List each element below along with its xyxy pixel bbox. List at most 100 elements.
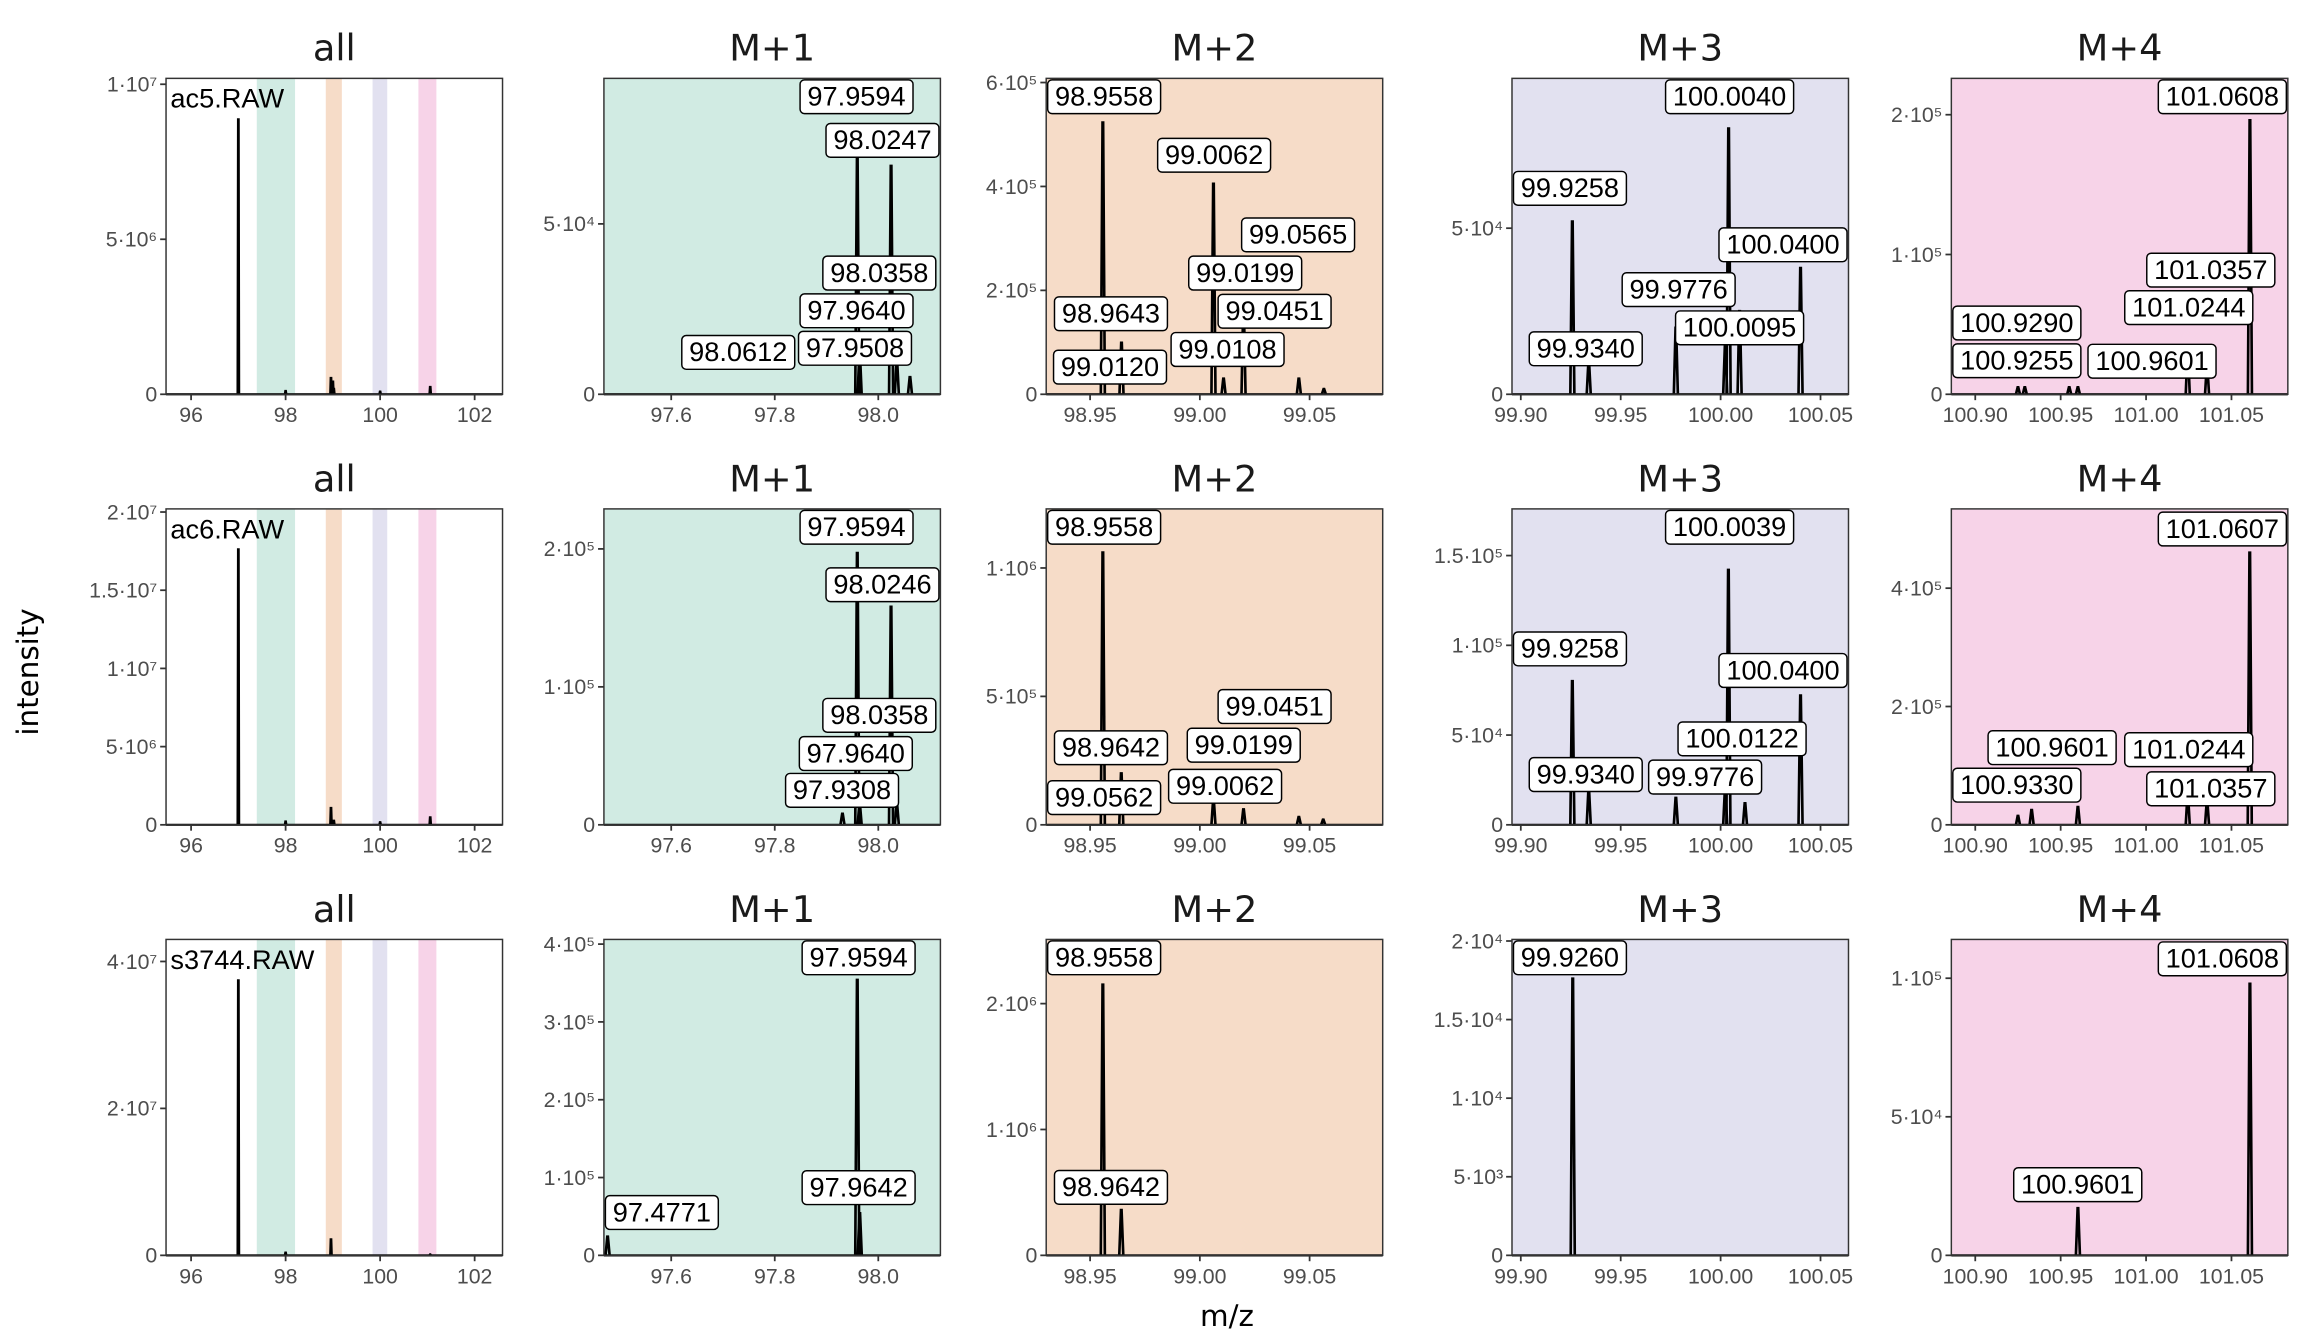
peak-label-text: 97.9642: [809, 1171, 907, 1202]
peak: [1240, 808, 1247, 825]
peak-label-text: 99.0199: [1195, 729, 1293, 760]
y-tick-label: 2·10⁷: [107, 1097, 157, 1121]
peak-label-text: 97.9508: [806, 332, 904, 363]
panel-title: M+3: [1637, 457, 1723, 500]
peak-label-text: 98.0358: [830, 257, 928, 288]
peak-label: 99.0199: [1186, 727, 1301, 763]
peak: [378, 821, 382, 826]
peak: [1568, 220, 1576, 395]
peak-label: 98.0246: [825, 567, 940, 603]
peak: [331, 387, 336, 395]
panel-border: [165, 77, 504, 396]
peak-label: 98.9642: [1053, 730, 1169, 766]
x-axis-title: m/z: [1200, 1299, 1254, 1333]
peak: [1099, 121, 1107, 395]
isotope-band-mplus2: [325, 508, 342, 825]
peak-label: 100.9601: [1987, 730, 2117, 766]
peak-label-box: [2157, 79, 2288, 115]
peak-label: 99.9258: [1512, 170, 1628, 206]
panel-title: M+3: [1637, 888, 1723, 931]
isotope-band-mplus3: [372, 939, 388, 1256]
peak-label-text: 101.0357: [2154, 254, 2267, 285]
peak-label: 99.9340: [1528, 756, 1643, 793]
panel-border: [1950, 938, 2289, 1257]
isotope-band-mplus4: [418, 508, 437, 825]
panel-plot-area: 101.0608 101.0244 100.9255 100.9290 100.9601…: [1951, 79, 2288, 396]
peak-label: 98.9558: [1046, 509, 1162, 545]
peak-label-box: [1952, 343, 2082, 379]
x-tick-label: 101.05: [2199, 834, 2264, 858]
peak: [2028, 808, 2035, 825]
peak-label-text: 99.9776: [1630, 273, 1728, 304]
panel-plot-area: 99.9260: [1512, 940, 1849, 1257]
y-tick-label: 1·10⁵: [1891, 243, 1942, 267]
x-tick-label: 99.05: [1283, 834, 1336, 858]
peak-label-box: [2157, 941, 2288, 977]
peak-label: 98.9643: [1053, 296, 1169, 332]
panel-mplus4-row2: M+4101.0607101.0244100.9330100.9601101.0…: [1891, 457, 2289, 858]
y-tick-label: 1·10⁵: [1452, 634, 1503, 658]
panel-mplus2-row1: M+2 98.9558 99.0062 98.9643 99.0108 99.0451 99…: [986, 27, 1384, 427]
peak-label-text: 100.0039: [1673, 511, 1786, 542]
peak-label-box: [1046, 780, 1162, 816]
peak-label-box: [2146, 252, 2276, 288]
peak-label-box: [822, 255, 937, 291]
x-tick-label: 101.00: [2113, 834, 2178, 858]
x-tick-label: 97.8: [754, 834, 795, 858]
x-tick-label: 101.00: [2113, 403, 2178, 427]
peak-label-text: 100.0040: [1673, 81, 1786, 112]
y-tick-label: 5·10⁶: [106, 735, 157, 759]
panel-title: all: [313, 27, 356, 70]
peak-label: 100.0400: [1718, 227, 1848, 263]
peak: [906, 375, 914, 395]
sample-name: ac6.RAW: [170, 513, 284, 544]
peak-label: 98.0612: [681, 334, 796, 371]
panel-background: [603, 508, 941, 825]
peak-label: 101.0608: [2157, 79, 2288, 115]
peak-label: 100.0122: [1677, 721, 1807, 757]
peak: [2246, 982, 2254, 1256]
peak: [2065, 385, 2073, 395]
peak-label-box: [2012, 1167, 2143, 1203]
y-tick-label: 2·10⁵: [1891, 695, 1942, 719]
y-tick-label: 0: [583, 813, 595, 837]
peak-label: 98.0247: [825, 122, 940, 159]
panel-border: [603, 508, 942, 826]
isotope-band-mplus1: [256, 78, 296, 395]
panel-title: M+1: [729, 457, 815, 500]
peak: [1099, 983, 1107, 1256]
y-tick-label: 6·10⁵: [986, 71, 1037, 95]
peak-label: 97.9594: [799, 509, 914, 545]
peak-label-text: 99.0120: [1061, 351, 1159, 382]
peak: [236, 118, 241, 395]
x-tick-label: 102: [457, 1264, 493, 1288]
panel-plot-area: 97.9594 98.0246 97.9308 97.9640 98.0358: [603, 509, 941, 826]
panel-border: [1045, 77, 1384, 396]
peak: [604, 1235, 611, 1256]
peak-label-text: 98.9642: [1062, 1171, 1160, 1202]
panel-plot-area: 101.0608 100.9601: [1951, 941, 2288, 1257]
peak-label-text: 97.9308: [793, 774, 891, 805]
x-tick-label: 99.00: [1173, 403, 1226, 427]
y-tick-label: 0: [1931, 1244, 1943, 1268]
panel-plot-area: 100.0039 99.9258 100.0400 99.9340 99.9776 100…: [1512, 509, 1849, 826]
y-tick-label: 1·10⁶: [986, 1118, 1037, 1142]
peak-label-text: 100.9601: [1995, 731, 2108, 762]
x-tick-label: 99.05: [1283, 1264, 1336, 1288]
y-tick-label: 4·10⁵: [544, 932, 595, 956]
peak-label-text: 101.0244: [2132, 733, 2245, 764]
peak-label-box: [801, 940, 916, 976]
peak-label: 97.9642: [801, 1170, 916, 1206]
peak-label-text: 99.9258: [1521, 633, 1619, 664]
peak: [853, 978, 861, 1256]
peak-label-box: [1718, 652, 1848, 689]
peak-label-box: [801, 1170, 916, 1206]
peak-label-text: 98.9558: [1055, 942, 1153, 973]
peak-label-text: 100.9330: [1960, 769, 2073, 800]
y-tick-label: 3·10⁵: [544, 1010, 595, 1034]
peak-label-text: 98.0247: [833, 124, 931, 155]
y-tick-label: 2·10⁷: [107, 500, 157, 524]
peak-label-box: [1217, 688, 1332, 725]
y-tick-label: 1·10⁵: [544, 675, 595, 699]
x-tick-label: 99.90: [1494, 1264, 1547, 1288]
